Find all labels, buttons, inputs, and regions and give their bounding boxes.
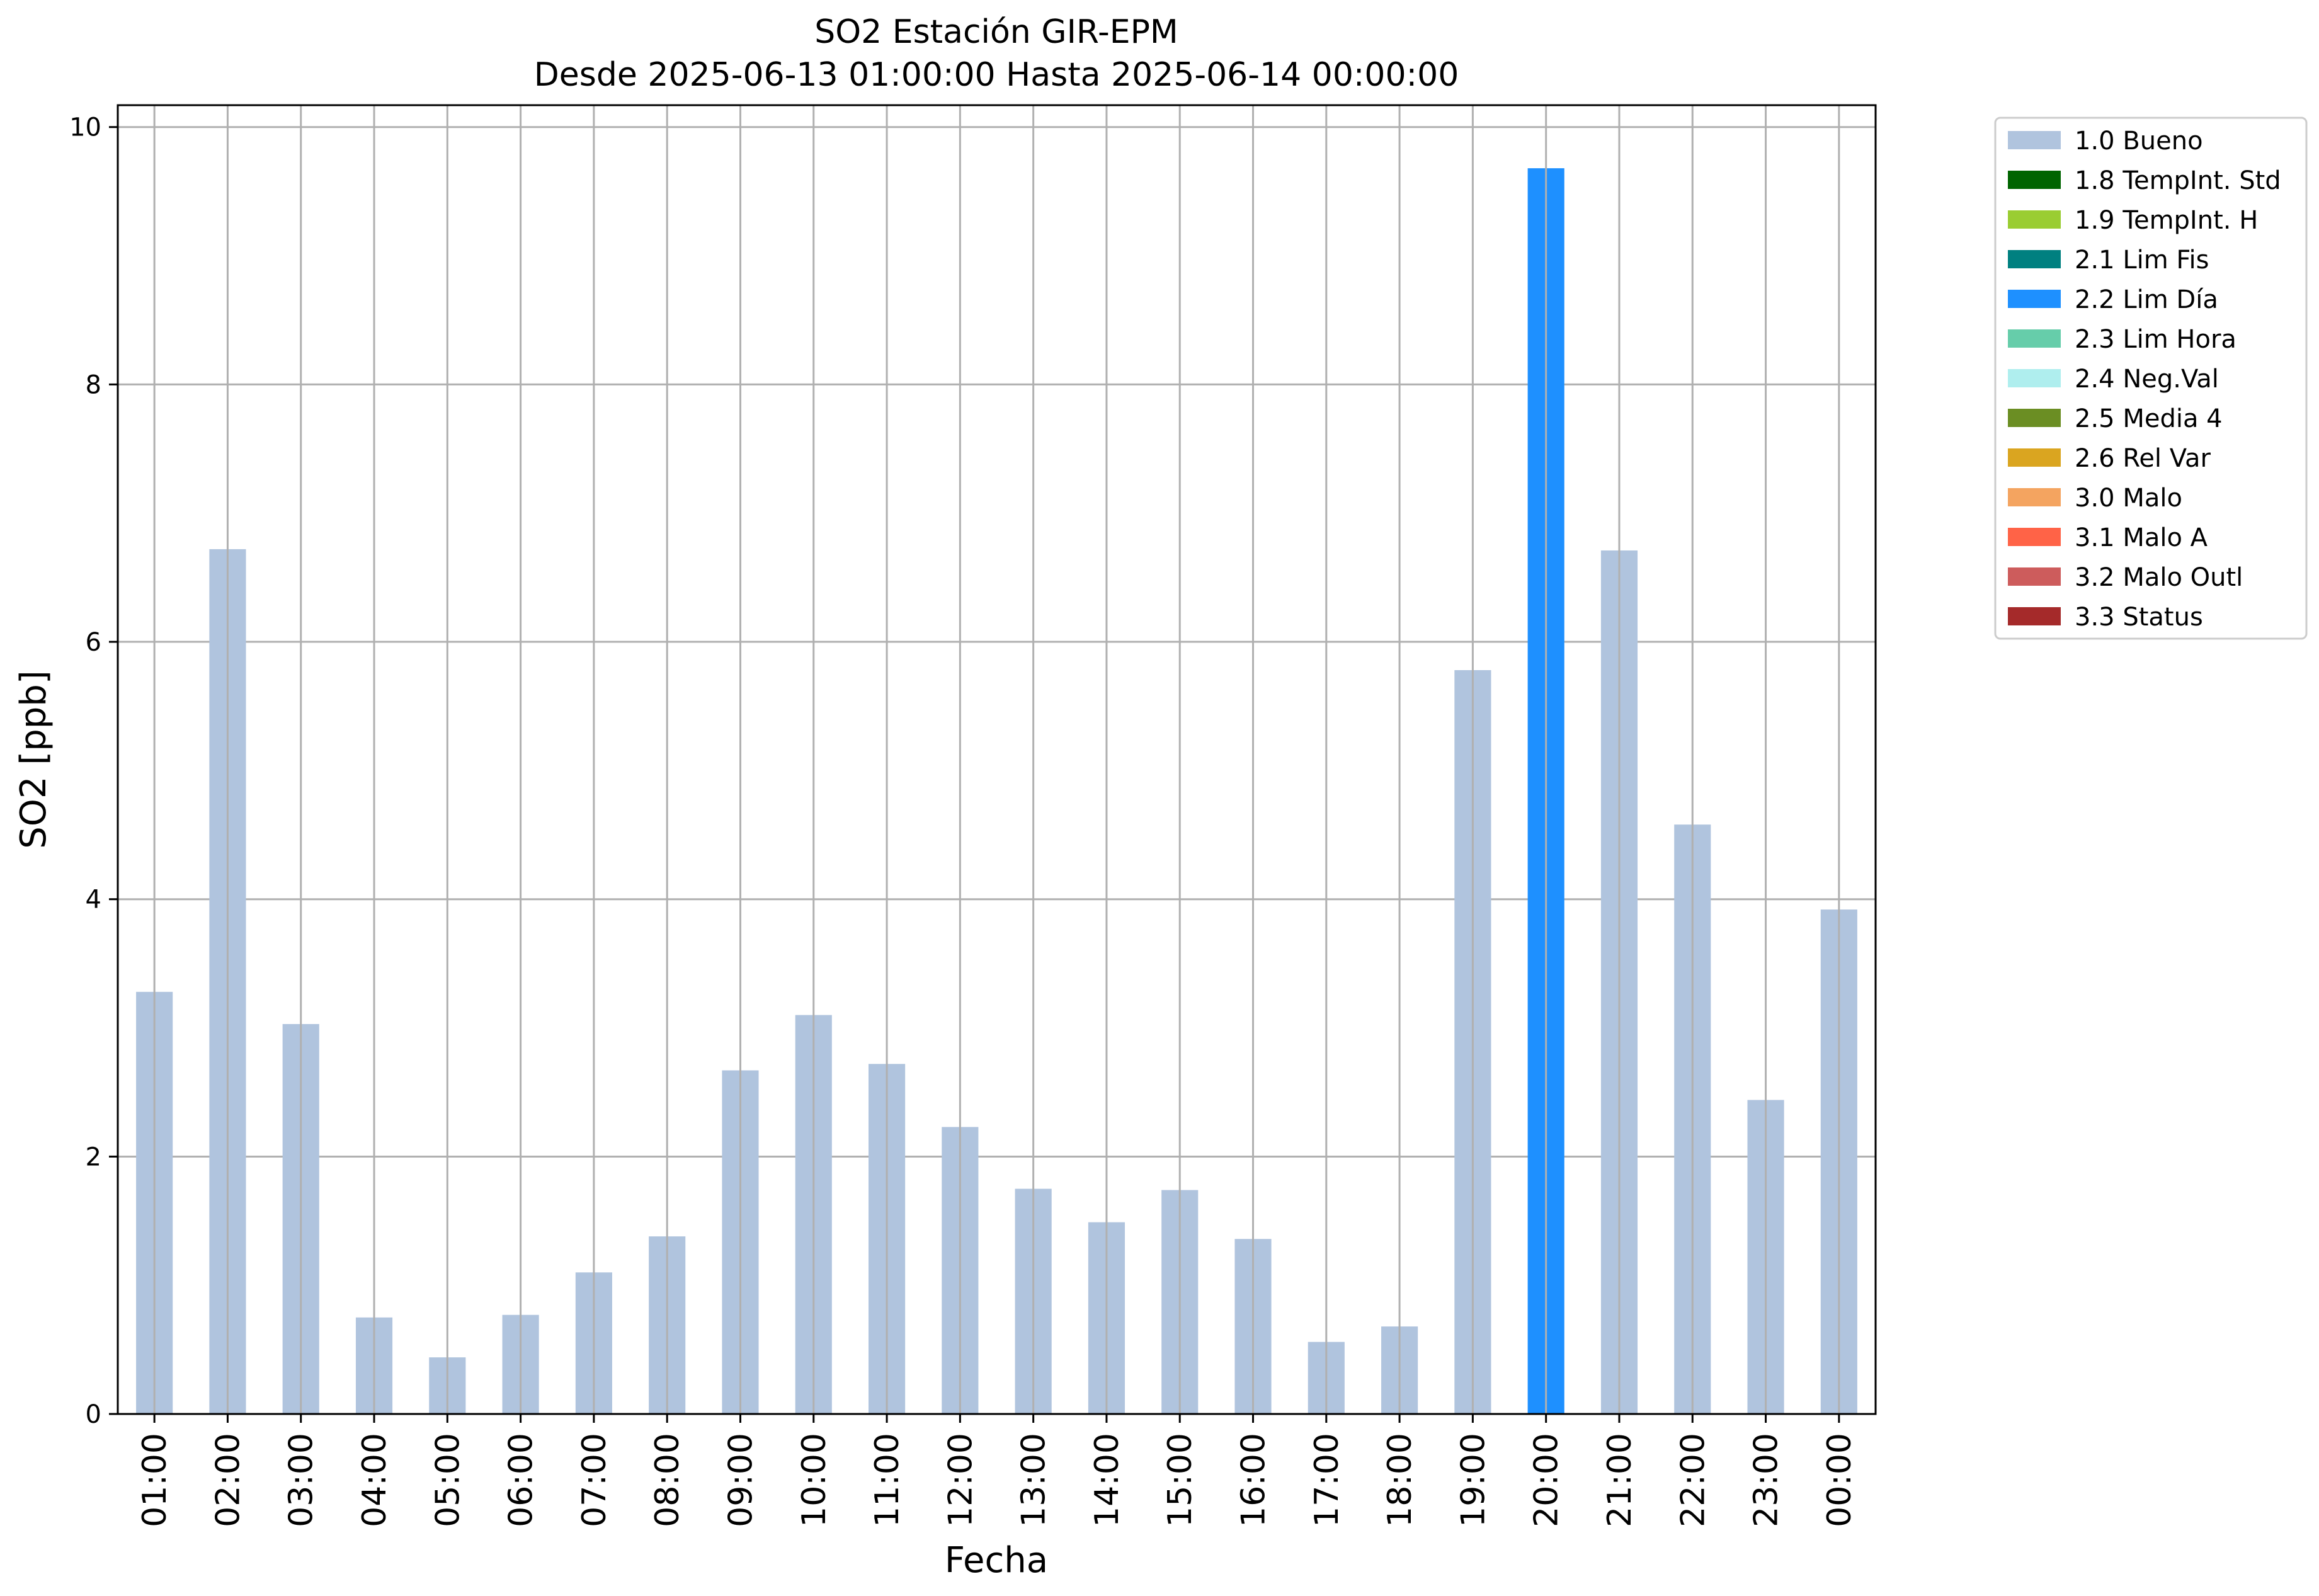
x-tick-label: 07:00	[576, 1433, 613, 1527]
legend-swatch	[2008, 369, 2061, 387]
x-tick-label: 02:00	[209, 1433, 247, 1527]
x-tick-label: 10:00	[795, 1433, 833, 1527]
legend-swatch	[2008, 567, 2061, 586]
legend-label: 3.2 Malo Outl	[2075, 563, 2243, 592]
legend-label: 3.0 Malo	[2075, 484, 2182, 513]
x-tick-label: 20:00	[1528, 1433, 1566, 1527]
x-tick-label: 18:00	[1381, 1433, 1419, 1527]
y-axis-ticks: 0 2 4 6 8 10	[69, 113, 118, 1429]
x-axis-ticks: 01:00 02:00 03:00 04:00 05:00 06:00 07:00 08:00…	[136, 1414, 1859, 1527]
x-tick-label: 01:00	[136, 1433, 174, 1527]
legend-label: 2.1 Lim Fis	[2075, 246, 2209, 275]
x-tick-label: 23:00	[1748, 1433, 1786, 1527]
y-tick-label: 0	[86, 1400, 101, 1429]
legend-swatch	[2008, 448, 2061, 467]
legend: 1.0 Bueno 1.8 TempInt. Std 1.9 TempInt. H 2…	[1994, 117, 2308, 640]
x-tick-label: 12:00	[942, 1433, 979, 1527]
x-tick-label: 11:00	[869, 1433, 906, 1527]
legend-label: 2.2 Lim Día	[2075, 285, 2218, 314]
x-tick-label: 19:00	[1454, 1433, 1492, 1527]
legend-label: 1.8 TempInt. Std	[2075, 166, 2281, 195]
legend-label: 3.3 Status	[2075, 603, 2203, 632]
x-tick-label: 22:00	[1674, 1433, 1712, 1527]
y-tick-label: 8	[86, 370, 101, 399]
y-tick-label: 10	[69, 113, 101, 142]
y-axis-label: SO2 [ppb]	[13, 670, 54, 848]
x-tick-label: 16:00	[1235, 1433, 1273, 1527]
x-axis-label: Fecha	[945, 1540, 1048, 1581]
legend-label: 2.6 Rel Var	[2075, 444, 2211, 473]
legend-label: 2.5 Media 4	[2075, 404, 2223, 433]
x-tick-label: 00:00	[1821, 1433, 1859, 1527]
y-tick-label: 6	[86, 628, 101, 657]
legend-label: 2.4 Neg.Val	[2075, 365, 2219, 394]
x-tick-label: 06:00	[503, 1433, 540, 1527]
legend-swatch	[2008, 210, 2061, 229]
x-tick-label: 03:00	[283, 1433, 321, 1527]
x-tick-label: 14:00	[1088, 1433, 1126, 1527]
x-tick-label: 08:00	[649, 1433, 687, 1527]
legend-swatch	[2008, 607, 2061, 625]
legend-swatch	[2008, 290, 2061, 308]
x-tick-label: 21:00	[1601, 1433, 1639, 1527]
bars	[136, 168, 1857, 1415]
plot-frame	[117, 104, 1877, 1415]
legend-swatch	[2008, 250, 2061, 268]
legend-swatch	[2008, 409, 2061, 427]
x-grid-lines	[153, 105, 1840, 1414]
x-tick-label: 09:00	[722, 1433, 760, 1527]
legend-swatch	[2008, 171, 2061, 189]
chart-subtitle: Desde 2025-06-13 01:00:00 Hasta 2025-06-…	[534, 56, 1459, 94]
y-tick-label: 2	[86, 1143, 101, 1171]
x-tick-label: 15:00	[1161, 1433, 1199, 1527]
legend-swatch	[2008, 528, 2061, 546]
y-tick-label: 4	[86, 886, 101, 915]
legend-swatch	[2008, 131, 2061, 149]
chart-title: SO2 Estación GIR-EPM	[814, 13, 1178, 51]
x-tick-label: 17:00	[1308, 1433, 1346, 1527]
x-tick-label: 04:00	[356, 1433, 394, 1527]
legend-label: 1.9 TempInt. H	[2075, 206, 2258, 235]
legend-label: 1.0 Bueno	[2075, 127, 2203, 156]
legend-label: 2.3 Lim Hora	[2075, 325, 2236, 354]
x-tick-label: 13:00	[1015, 1433, 1053, 1527]
x-tick-label: 05:00	[429, 1433, 467, 1527]
legend-swatch	[2008, 488, 2061, 506]
legend-label: 3.1 Malo A	[2075, 523, 2208, 552]
legend-frame	[1994, 117, 2308, 640]
legend-swatch	[2008, 329, 2061, 348]
